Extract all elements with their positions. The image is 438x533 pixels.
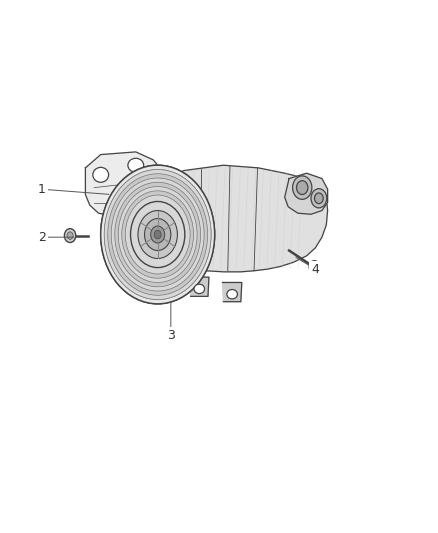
Text: 3: 3 xyxy=(167,329,175,342)
Ellipse shape xyxy=(151,226,165,243)
Text: 2: 2 xyxy=(38,231,46,244)
Ellipse shape xyxy=(67,232,73,239)
Ellipse shape xyxy=(194,284,205,294)
Ellipse shape xyxy=(154,230,161,239)
Ellipse shape xyxy=(93,167,109,182)
Ellipse shape xyxy=(104,169,211,300)
Ellipse shape xyxy=(131,201,185,268)
Ellipse shape xyxy=(227,289,237,299)
Polygon shape xyxy=(85,152,164,216)
Ellipse shape xyxy=(309,261,320,273)
Ellipse shape xyxy=(125,195,190,274)
Polygon shape xyxy=(157,265,176,284)
Polygon shape xyxy=(190,277,209,296)
Ellipse shape xyxy=(64,229,76,243)
Ellipse shape xyxy=(115,182,201,287)
Polygon shape xyxy=(285,173,328,214)
Ellipse shape xyxy=(145,219,171,251)
Ellipse shape xyxy=(311,189,327,208)
Ellipse shape xyxy=(122,191,194,278)
Polygon shape xyxy=(149,165,328,272)
Text: 1: 1 xyxy=(38,183,46,196)
Ellipse shape xyxy=(111,192,125,205)
Ellipse shape xyxy=(293,176,312,199)
Ellipse shape xyxy=(297,181,308,195)
Ellipse shape xyxy=(138,211,177,259)
Ellipse shape xyxy=(128,158,144,172)
Ellipse shape xyxy=(111,178,204,291)
Ellipse shape xyxy=(101,165,215,304)
Ellipse shape xyxy=(108,174,208,295)
Ellipse shape xyxy=(161,272,172,281)
Polygon shape xyxy=(223,282,242,302)
Ellipse shape xyxy=(101,165,215,304)
Text: 4: 4 xyxy=(311,263,319,276)
Ellipse shape xyxy=(314,193,323,204)
Ellipse shape xyxy=(118,187,197,282)
Ellipse shape xyxy=(312,264,317,270)
